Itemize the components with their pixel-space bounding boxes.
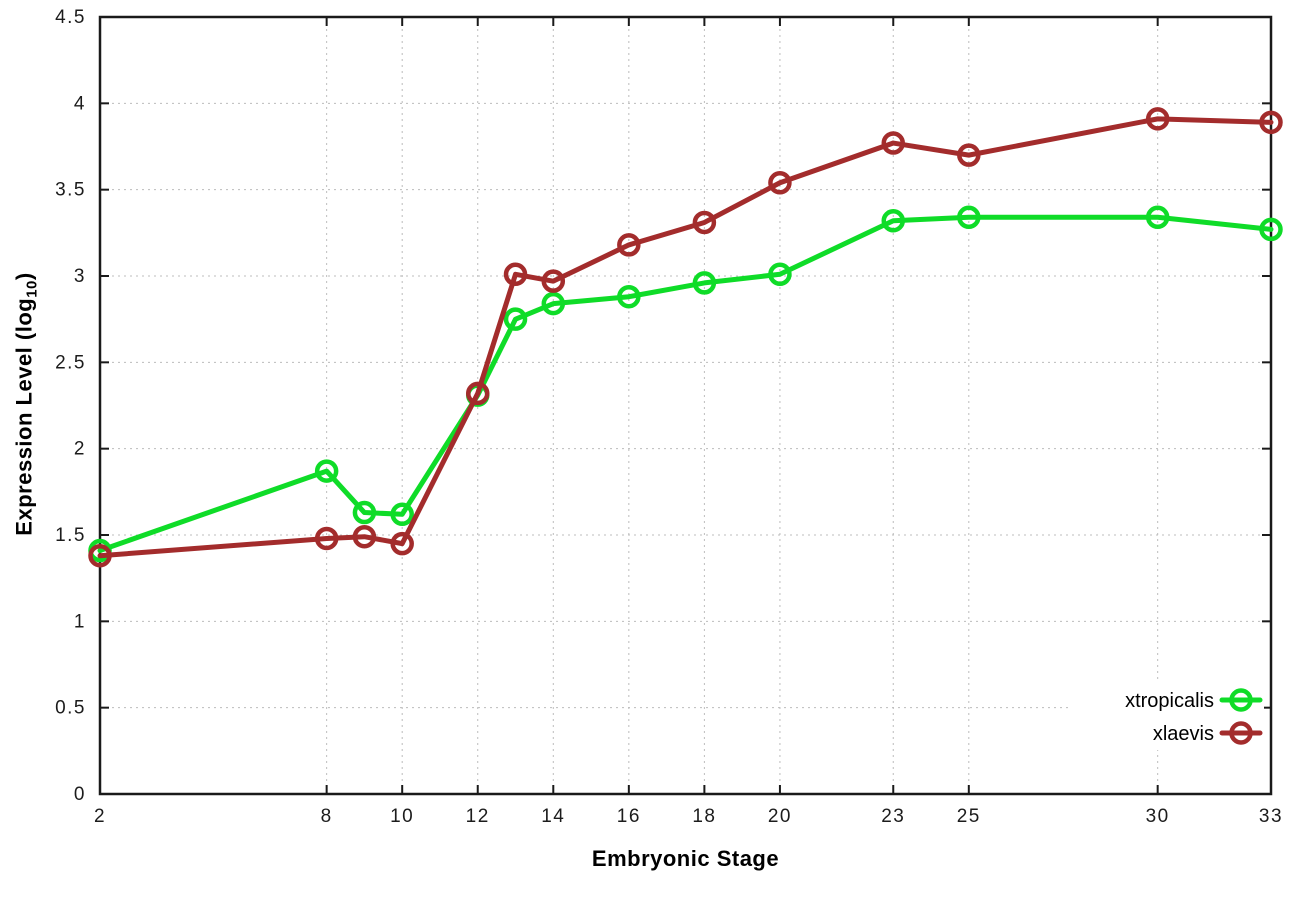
data-point-xlaevis <box>1145 107 1170 131</box>
x-tick-label: 2 <box>94 806 106 827</box>
y-tick-label: 2 <box>74 439 86 460</box>
x-tick-label: 16 <box>617 806 641 827</box>
data-point-xtropicalis <box>881 208 906 233</box>
x-tick-label: 20 <box>768 806 792 827</box>
legend-sample-marker-xtropicalis <box>1229 688 1253 712</box>
data-point-xtropicalis <box>617 284 641 309</box>
data-point-xlaevis <box>541 269 566 293</box>
legend-label-xlaevis: xlaevis <box>1153 723 1214 745</box>
series-line-xlaevis <box>97 116 1274 559</box>
data-point-xtropicalis <box>503 307 528 331</box>
data-point-xtropicalis <box>692 271 717 295</box>
data-point-xtropicalis <box>352 500 377 525</box>
y-axis-title: Expression Level (log10) <box>11 272 40 535</box>
data-point-xtropicalis <box>390 502 414 527</box>
y-tick-label: 0.5 <box>55 698 86 719</box>
y-tick-label: 0 <box>74 784 86 805</box>
x-tick-label: 8 <box>321 806 333 827</box>
data-point-xlaevis <box>768 171 792 195</box>
data-point-xlaevis <box>957 143 981 167</box>
y-axis-title-subscript: 10 <box>23 280 41 298</box>
y-tick-label: 1.5 <box>55 525 86 546</box>
data-point-xtropicalis <box>768 262 792 287</box>
plot-border <box>98 15 1273 796</box>
y-axis-title-text: Expression Level (log <box>11 297 37 536</box>
data-point-xtropicalis <box>314 459 339 483</box>
y-axis-title-close: ) <box>11 272 37 281</box>
y-tick-label: 2.5 <box>55 352 86 373</box>
data-point-xtropicalis <box>957 205 981 230</box>
x-tick-label: 30 <box>1146 806 1170 827</box>
data-point-xlaevis <box>352 524 377 549</box>
series-line-xtropicalis <box>97 214 1274 554</box>
x-axis-title: Embryonic Stage <box>591 846 780 871</box>
data-point-xlaevis <box>465 381 490 406</box>
y-tick-label: 4.5 <box>55 7 86 28</box>
data-point-xlaevis <box>617 233 641 257</box>
x-tick-label: 14 <box>541 806 565 827</box>
data-point-xtropicalis <box>1259 217 1283 242</box>
y-tick-label: 3 <box>74 266 86 287</box>
data-point-xtropicalis <box>541 291 566 316</box>
data-point-xtropicalis <box>1145 205 1170 230</box>
y-tick-label: 4 <box>74 93 86 114</box>
data-point-xlaevis <box>88 543 112 568</box>
x-tick-label: 12 <box>466 806 490 827</box>
y-tick-label: 1 <box>74 611 86 632</box>
x-tick-label: 10 <box>390 806 414 827</box>
y-tick-label: 3.5 <box>55 180 86 201</box>
x-tick-label: 25 <box>957 806 981 827</box>
x-tick-label: 23 <box>881 806 905 827</box>
legend-sample-marker-xlaevis <box>1229 721 1253 745</box>
data-point-xlaevis <box>1259 110 1283 135</box>
data-point-xlaevis <box>503 262 528 287</box>
data-point-xlaevis <box>314 526 339 551</box>
legend-label-xtropicalis: xtropicalis <box>1125 690 1214 712</box>
data-point-xlaevis <box>881 131 906 155</box>
data-point-xlaevis <box>390 531 414 556</box>
data-point-xlaevis <box>692 210 717 235</box>
x-tick-label: 33 <box>1259 806 1283 827</box>
x-tick-label: 18 <box>692 806 716 827</box>
